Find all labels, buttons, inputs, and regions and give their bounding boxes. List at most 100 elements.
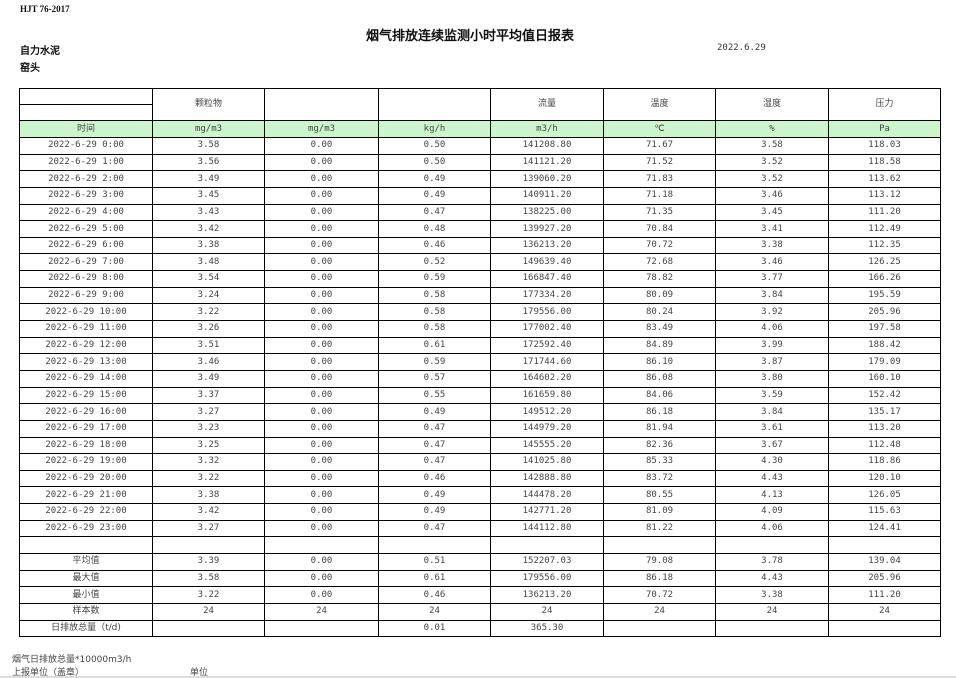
- value-cell: 70.72: [603, 236, 716, 255]
- summary-value: 0.51: [378, 553, 491, 571]
- value-cell: 3.51: [152, 336, 265, 355]
- value-cell: 0.00: [264, 203, 379, 222]
- value-cell: 3.24: [152, 286, 265, 305]
- table-row: 2022-6-29 19:00 3.32 0.00 0.47 141025.80 85.3…: [19, 453, 941, 471]
- value-cell: 0.49: [378, 170, 491, 188]
- value-cell: 4.09: [715, 503, 829, 521]
- value-cell: 0.47: [378, 419, 491, 438]
- value-cell: 82.36: [603, 436, 716, 455]
- value-cell: 3.27: [152, 519, 265, 538]
- value-cell: 0.00: [264, 153, 379, 172]
- table-row: 2022-6-29 14:00 3.49 0.00 0.57 164602.20 86.0…: [19, 369, 941, 388]
- time-cell: 2022-6-29 0:00: [19, 137, 153, 155]
- value-cell: 126.25: [828, 253, 941, 272]
- value-cell: 80.24: [603, 303, 716, 322]
- value-cell: 3.48: [152, 253, 265, 272]
- standard-code: HJT 76-2017: [20, 4, 70, 14]
- value-cell: 0.49: [378, 186, 491, 205]
- empty-cell: [828, 536, 941, 555]
- value-cell: 112.48: [828, 436, 941, 455]
- value-cell: 3.32: [152, 453, 265, 471]
- summary-label: 日排放总量（t/d): [19, 619, 153, 638]
- table-row: 2022-6-29 17:00 3.23 0.00 0.47 144979.20 81.9…: [19, 419, 941, 438]
- summary-value: 4.43: [715, 569, 829, 588]
- value-cell: 141121.20: [490, 153, 604, 172]
- report-table: 颗粒物 流量 温度 湿度 压力 时间 mg/m3 mg/m3 kg/h m3/h ℃% Pa 2022-…: [19, 88, 941, 638]
- summary-value: 152207.03: [490, 553, 604, 571]
- unit-cell: mg/m3: [264, 120, 379, 138]
- value-cell: 0.50: [378, 137, 491, 155]
- value-cell: 0.00: [264, 170, 379, 188]
- value-cell: 136213.20: [490, 236, 604, 255]
- value-cell: 197.58: [828, 320, 941, 338]
- value-cell: 3.56: [152, 153, 265, 172]
- value-cell: 166.26: [828, 270, 941, 288]
- value-cell: 113.20: [828, 419, 941, 438]
- unit-cell: m3/h: [490, 120, 604, 138]
- value-cell: 3.52: [715, 170, 829, 188]
- column-header: [264, 88, 379, 121]
- value-cell: 3.46: [152, 353, 265, 371]
- value-cell: 0.00: [264, 519, 379, 538]
- value-cell: 144478.20: [490, 486, 604, 505]
- value-cell: 0.47: [378, 203, 491, 222]
- value-cell: 85.33: [603, 453, 716, 471]
- column-header: [19, 88, 153, 121]
- value-cell: 71.35: [603, 203, 716, 222]
- value-cell: 80.55: [603, 486, 716, 505]
- unit-cell: %: [715, 120, 829, 138]
- value-cell: 3.38: [715, 236, 829, 255]
- table-row: 2022-6-29 13:00 3.46 0.00 0.59 171744.60 86.1…: [19, 353, 941, 371]
- value-cell: 205.96: [828, 303, 941, 322]
- value-cell: 3.59: [715, 386, 829, 405]
- time-cell: 2022-6-29 21:00: [19, 486, 153, 505]
- value-cell: 83.49: [603, 320, 716, 338]
- value-cell: 3.58: [152, 137, 265, 155]
- value-cell: 145555.20: [490, 436, 604, 455]
- summary-value: 0.00: [264, 553, 379, 571]
- table-row: 2022-6-29 10:00 3.22 0.00 0.58 179556.00 80.2…: [19, 303, 941, 322]
- time-cell: 2022-6-29 5:00: [19, 220, 153, 238]
- value-cell: 0.61: [378, 336, 491, 355]
- value-cell: 166847.40: [490, 270, 604, 288]
- summary-value: 79.08: [603, 553, 716, 571]
- column-header: 压力: [828, 88, 941, 121]
- horizontal-scrollbar[interactable]: [0, 676, 956, 678]
- value-cell: 3.61: [715, 419, 829, 438]
- value-cell: 0.55: [378, 386, 491, 405]
- value-cell: 195.59: [828, 286, 941, 305]
- value-cell: 3.87: [715, 353, 829, 371]
- summary-value: 86.18: [603, 569, 716, 588]
- value-cell: 71.52: [603, 153, 716, 172]
- value-cell: 113.12: [828, 186, 941, 205]
- value-cell: 3.84: [715, 403, 829, 421]
- value-cell: 3.38: [152, 236, 265, 255]
- time-cell: 2022-6-29 11:00: [19, 320, 153, 338]
- value-cell: 141208.80: [490, 137, 604, 155]
- value-cell: 3.99: [715, 336, 829, 355]
- summary-value: 179556.00: [490, 569, 604, 588]
- value-cell: 0.57: [378, 369, 491, 388]
- value-cell: 3.80: [715, 369, 829, 388]
- value-cell: 71.18: [603, 186, 716, 205]
- value-cell: 144112.80: [490, 519, 604, 538]
- value-cell: 0.00: [264, 386, 379, 405]
- value-cell: 0.49: [378, 503, 491, 521]
- value-cell: 115.63: [828, 503, 941, 521]
- value-cell: 0.00: [264, 369, 379, 388]
- value-cell: 3.54: [152, 270, 265, 288]
- empty-cell: [715, 536, 829, 555]
- time-cell: 2022-6-29 17:00: [19, 419, 153, 438]
- time-cell: 2022-6-29 3:00: [19, 186, 153, 205]
- table-row: 2022-6-29 22:00 3.42 0.00 0.49 142771.20 81.0…: [19, 503, 941, 521]
- table-row: 2022-6-29 15:00 3.37 0.00 0.55 161659.80 84.0…: [19, 386, 941, 405]
- summary-row: 样本数 24 24 24 24 24 24 24: [19, 602, 941, 621]
- unit-cell: ℃: [603, 120, 716, 138]
- value-cell: 84.89: [603, 336, 716, 355]
- value-cell: 124.41: [828, 519, 941, 538]
- value-cell: 0.00: [264, 270, 379, 288]
- summary-value: 0.61: [378, 569, 491, 588]
- empty-cell: [378, 536, 491, 555]
- value-cell: 0.00: [264, 320, 379, 338]
- time-cell: 2022-6-29 15:00: [19, 386, 153, 405]
